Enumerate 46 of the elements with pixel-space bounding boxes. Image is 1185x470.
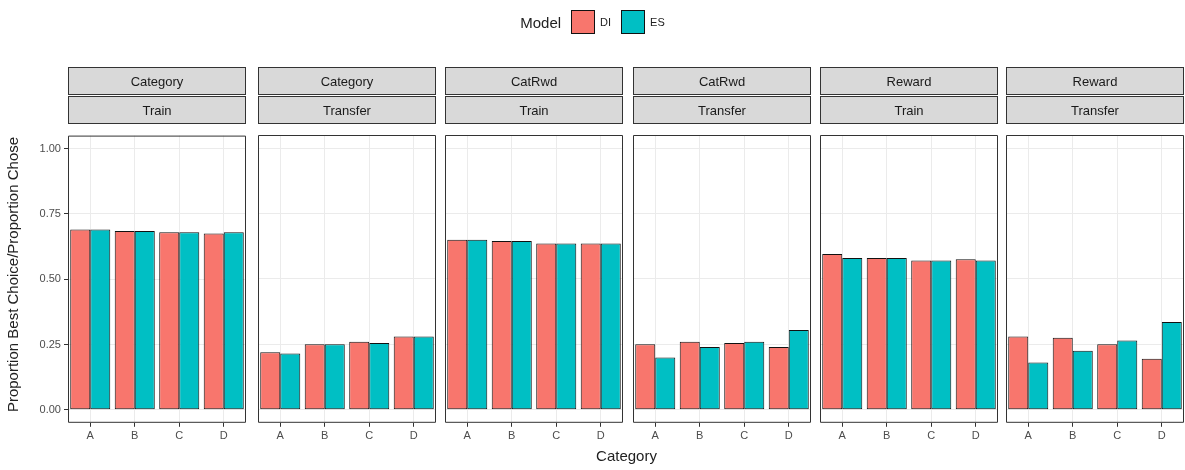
chart-title: CatRwd [445,67,623,95]
x-tick-label: C [552,429,561,442]
y-tick-label: 0.75 [39,206,61,219]
x-tick-label: D [409,429,418,442]
y-axis-title: Proportion Best Choice/Proportion Chose [4,136,22,412]
x-axis-title: Category [595,447,658,464]
x-tick-label: C [175,429,184,442]
x-tick-label: B [696,429,704,442]
chart-subtitle: Train [68,96,246,124]
chart-subtitle: Train [820,96,998,124]
chart-title: Reward [1006,67,1184,95]
x-tick-label: C [927,429,936,442]
legend-label: ES [650,16,665,28]
x-tick-label: B [883,429,891,442]
chart-subtitle: Transfer [1006,96,1184,124]
x-tick-label: C [740,429,749,442]
x-tick-label: D [1157,429,1166,442]
x-tick-label: D [971,429,980,442]
x-tick-label: D [596,429,605,442]
legend-title: Model [520,13,562,31]
x-tick-label: B [508,429,516,442]
chart-title: Reward [820,67,998,95]
y-tick-label: 0.50 [39,272,61,285]
chart-title: Category [258,67,436,95]
y-tick-label: 1.00 [39,141,61,154]
chart-subtitle: Transfer [633,96,811,124]
x-tick-label: D [219,429,228,442]
x-tick-label: A [276,429,285,442]
x-tick-label: A [1024,429,1033,442]
x-tick-label: B [1069,429,1077,442]
chart-subtitle: Train [445,96,623,124]
chart-title: CatRwd [633,67,811,95]
x-tick-label: B [131,429,139,442]
x-tick-label: A [651,429,660,442]
x-tick-label: C [365,429,374,442]
x-tick-label: A [838,429,847,442]
y-tick-label: 0.25 [39,337,61,350]
x-tick-label: A [86,429,95,442]
legend-label: DI [600,16,612,28]
x-tick-label: D [784,429,793,442]
chart-title: Category [68,67,246,95]
chart-subtitle: Transfer [258,96,436,124]
x-tick-label: B [321,429,329,442]
x-tick-label: C [1113,429,1122,442]
y-tick-label: 0.00 [39,402,61,415]
x-tick-label: A [463,429,472,442]
